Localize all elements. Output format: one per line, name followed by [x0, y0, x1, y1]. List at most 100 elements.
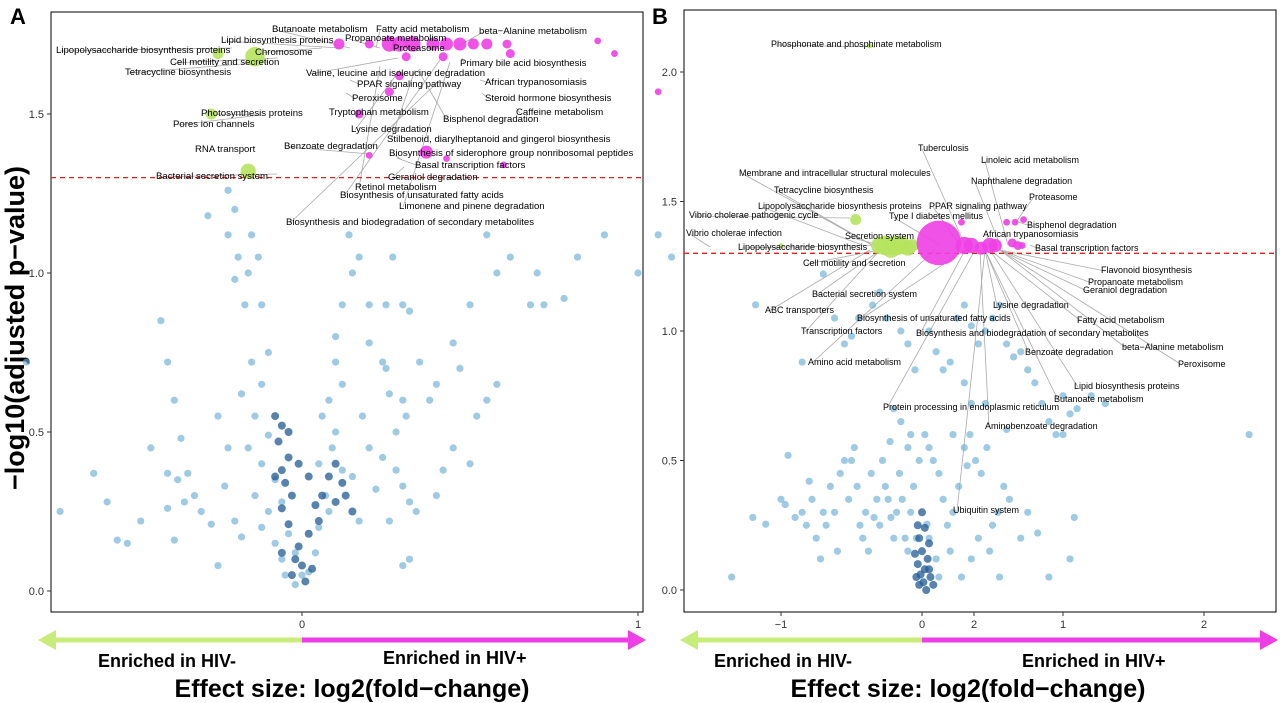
data-point — [946, 358, 954, 366]
data-point — [901, 534, 909, 542]
data-point — [379, 358, 387, 366]
significant-point — [426, 37, 440, 51]
data-point — [214, 561, 222, 570]
data-point — [318, 491, 327, 500]
pathway-label: Phosphonate and phosphinate metabolism — [771, 39, 942, 49]
data-point — [925, 539, 934, 548]
data-point — [854, 314, 863, 322]
data-point — [728, 573, 736, 581]
data-point — [184, 469, 192, 477]
data-point — [935, 573, 943, 581]
significant-point — [394, 71, 404, 81]
leader-line — [692, 215, 851, 219]
data-point — [943, 521, 951, 529]
pathway-label: Peroxisome — [1178, 359, 1226, 369]
data-point — [258, 380, 266, 388]
data-point — [284, 520, 293, 529]
data-point — [304, 529, 313, 538]
leader-line — [761, 206, 863, 246]
data-point — [840, 456, 849, 465]
data-point — [416, 358, 424, 366]
pathway-label: Lipid biosynthesis proteins — [1074, 381, 1180, 391]
leader-line — [330, 112, 334, 117]
pathway-label: Pores ion channels — [173, 119, 255, 130]
data-point — [1024, 508, 1032, 516]
data-point — [798, 508, 806, 516]
y-tick-label: 1.0 — [662, 326, 677, 338]
data-point — [808, 495, 816, 503]
data-point — [883, 314, 891, 322]
data-point — [915, 534, 924, 543]
data-point — [784, 451, 792, 459]
significant-point — [867, 43, 873, 49]
x-tick-label: 0 — [919, 619, 925, 631]
data-point — [315, 460, 323, 468]
significant-point — [405, 36, 421, 52]
pathway-label: Bisphenol degradation — [443, 114, 538, 125]
data-point — [439, 466, 447, 474]
significant-point — [439, 37, 454, 51]
data-point — [325, 507, 333, 516]
leader-line — [515, 107, 521, 114]
leader-line — [984, 249, 998, 307]
pathway-label: Type I diabetes mellitus — [889, 211, 984, 221]
data-point — [1066, 555, 1074, 563]
data-point — [910, 549, 919, 558]
leader-line — [258, 47, 323, 54]
data-point — [822, 521, 830, 529]
data-point — [983, 443, 991, 452]
data-point — [308, 564, 317, 573]
significant-point — [453, 37, 467, 51]
pathway-label: Fatty acid metabolism — [1077, 315, 1165, 325]
data-point — [816, 555, 825, 563]
data-point — [960, 379, 968, 387]
data-point — [859, 534, 867, 542]
significant-point — [364, 39, 374, 49]
pathway-label: Biosynthesis of siderophore group nonrib… — [389, 148, 633, 159]
data-point — [994, 508, 1002, 516]
data-point — [332, 358, 340, 366]
data-point — [399, 482, 407, 490]
data-point — [929, 580, 938, 589]
data-point — [244, 444, 252, 452]
significant-point — [500, 161, 507, 169]
data-point — [634, 269, 642, 277]
pathway-label: Steroid hormone biosynthesis — [485, 93, 612, 104]
data-point — [365, 339, 373, 347]
data-point — [365, 301, 373, 309]
data-point — [873, 495, 881, 503]
data-point — [890, 405, 898, 413]
pathway-label: Naphthalene degradation — [971, 176, 1072, 186]
y-tick-label: 0.5 — [662, 456, 677, 468]
data-point — [904, 340, 912, 348]
data-point — [338, 466, 346, 474]
pathway-label: Linoleic acid metabolism — [981, 155, 1079, 165]
data-point — [379, 453, 387, 462]
data-point — [298, 561, 306, 570]
data-point — [456, 364, 464, 372]
data-point — [957, 573, 966, 581]
significant-point — [467, 38, 479, 50]
data-point — [264, 348, 272, 357]
data-point — [271, 472, 280, 481]
data-point — [389, 253, 397, 261]
data-point — [318, 412, 326, 420]
data-point — [862, 508, 870, 516]
data-point — [925, 565, 934, 574]
significant-point — [1011, 218, 1019, 226]
data-point — [886, 437, 894, 446]
data-point — [573, 253, 582, 261]
leader-line — [402, 61, 451, 208]
data-point — [473, 412, 481, 420]
data-point — [264, 431, 272, 439]
data-point — [981, 399, 990, 408]
y-tick-label: 1.5 — [662, 197, 677, 209]
data-point — [341, 491, 350, 500]
pathway-label: Butanoate metabolism — [1054, 394, 1144, 404]
data-point — [231, 275, 239, 283]
data-point — [533, 269, 541, 277]
data-point — [180, 498, 188, 506]
leader-line — [358, 65, 381, 189]
x-tick-label: 2 — [971, 619, 977, 631]
significant-point — [419, 145, 433, 159]
